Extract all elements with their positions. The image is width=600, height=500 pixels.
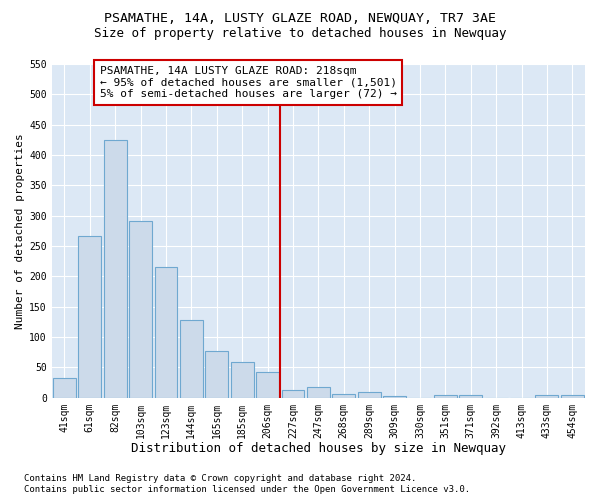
Bar	[434, 394, 457, 398]
Bar	[231, 362, 254, 398]
Bar	[358, 392, 380, 398]
Bar	[180, 320, 203, 398]
Bar	[561, 396, 584, 398]
Bar	[79, 236, 101, 398]
Bar	[281, 390, 304, 398]
Text: Contains public sector information licensed under the Open Government Licence v3: Contains public sector information licen…	[24, 486, 470, 494]
Bar	[129, 221, 152, 398]
Bar	[104, 140, 127, 398]
Y-axis label: Number of detached properties: Number of detached properties	[15, 133, 25, 328]
Bar	[459, 394, 482, 398]
Bar	[53, 378, 76, 398]
Bar	[155, 268, 178, 398]
Text: PSAMATHE, 14A, LUSTY GLAZE ROAD, NEWQUAY, TR7 3AE: PSAMATHE, 14A, LUSTY GLAZE ROAD, NEWQUAY…	[104, 12, 496, 26]
Bar	[535, 396, 559, 398]
Bar	[332, 394, 355, 398]
Bar	[205, 351, 228, 398]
Bar	[307, 387, 330, 398]
Bar	[256, 372, 279, 398]
Text: Contains HM Land Registry data © Crown copyright and database right 2024.: Contains HM Land Registry data © Crown c…	[24, 474, 416, 483]
Text: PSAMATHE, 14A LUSTY GLAZE ROAD: 218sqm
← 95% of detached houses are smaller (1,5: PSAMATHE, 14A LUSTY GLAZE ROAD: 218sqm ←…	[100, 66, 397, 99]
Text: Size of property relative to detached houses in Newquay: Size of property relative to detached ho…	[94, 28, 506, 40]
Bar	[383, 396, 406, 398]
X-axis label: Distribution of detached houses by size in Newquay: Distribution of detached houses by size …	[131, 442, 506, 455]
